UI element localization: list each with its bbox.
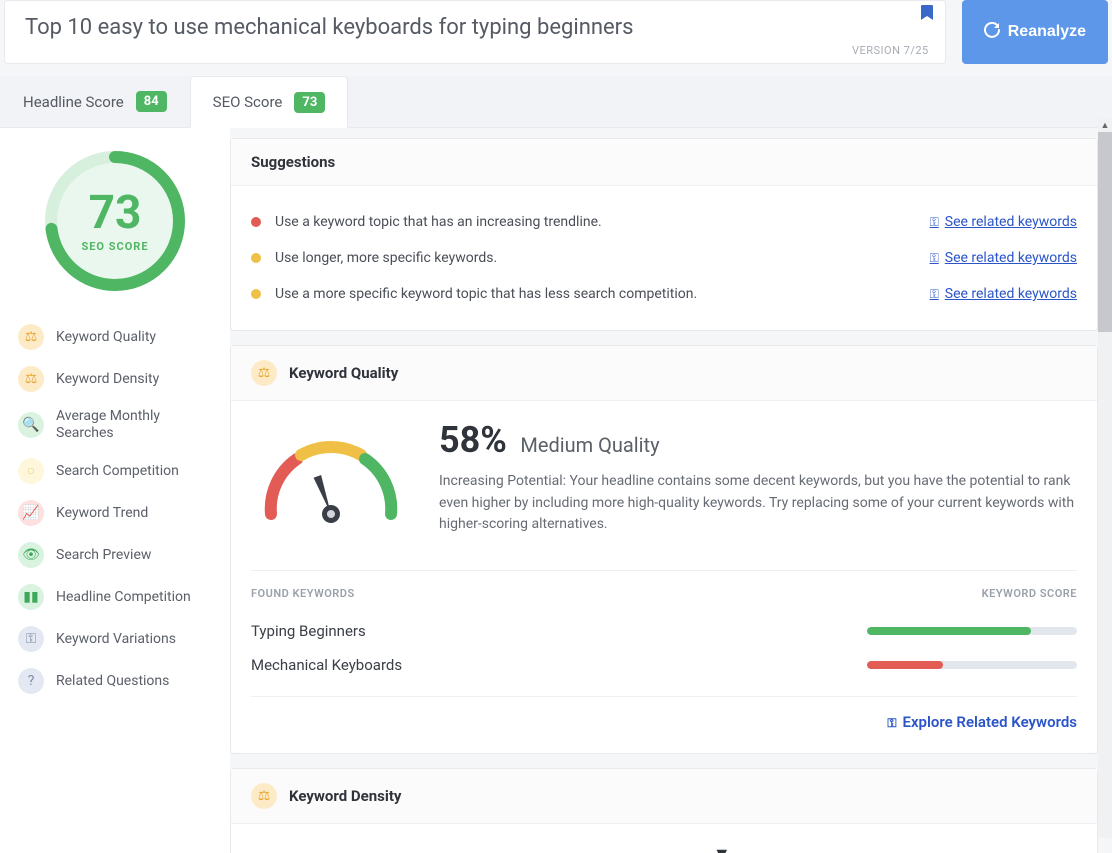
tab-label: SEO Score <box>213 93 283 111</box>
density-marker-icon: ▼ <box>713 844 731 853</box>
keyword-quality-title: Keyword Quality <box>289 364 398 382</box>
suggestion-row: Use a more specific keyword topic that h… <box>251 276 1077 312</box>
scrollbar[interactable]: ▲ <box>1098 118 1112 838</box>
sidebar-item-label: Average Monthly Searches <box>56 408 212 442</box>
keyword-quality-card: ⚖ Keyword Quality <box>230 345 1098 754</box>
keyword-row: Typing Beginners <box>251 614 1077 648</box>
tabs: Headline Score 84 SEO Score 73 <box>0 76 1112 128</box>
explore-keywords-link[interactable]: Explore Related Keywords <box>887 713 1077 731</box>
sidebar-item-icon: ○ <box>18 458 44 484</box>
quality-gauge <box>251 419 411 529</box>
sidebar-item[interactable]: ▮▮ Headline Competition <box>14 576 216 618</box>
sidebar-item-icon: ⚖ <box>18 366 44 392</box>
key-icon <box>887 713 896 731</box>
sidebar-item-label: Headline Competition <box>56 589 191 605</box>
keyword-row: Mechanical Keyboards <box>251 648 1077 682</box>
see-related-link[interactable]: See related keywords <box>930 286 1077 302</box>
keyword-name: Mechanical Keyboards <box>251 656 402 674</box>
see-related-link[interactable]: See related keywords <box>930 214 1077 230</box>
tab-label: Headline Score <box>23 93 124 111</box>
key-icon <box>930 214 939 230</box>
sidebar-item[interactable]: ⚖ Keyword Quality <box>14 316 216 358</box>
score-circle: 73 SEO SCORE <box>40 146 190 296</box>
balance-icon: ⚖ <box>251 783 277 809</box>
sidebar-item[interactable]: 🔍 Average Monthly Searches <box>14 400 216 450</box>
scroll-up-icon[interactable]: ▲ <box>1098 118 1112 132</box>
sidebar-item[interactable]: ? Related Questions <box>14 660 216 702</box>
sidebar-item-label: Related Questions <box>56 673 169 689</box>
status-dot-icon <box>251 289 261 299</box>
sidebar: 73 SEO SCORE ⚖ Keyword Quality ⚖ Keyword De… <box>0 128 230 853</box>
sidebar-item-icon: ⚖ <box>18 324 44 350</box>
link-label: See related keywords <box>945 286 1077 302</box>
keyword-score-label: KEYWORD SCORE <box>982 587 1077 600</box>
suggestions-title: Suggestions <box>251 153 335 171</box>
link-label: See related keywords <box>945 214 1077 230</box>
keyword-density-card: ⚖ Keyword Density 50% ▼ 0 100 <box>230 768 1098 853</box>
sidebar-item-icon: 👁 <box>18 542 44 568</box>
suggestion-text: Use a more specific keyword topic that h… <box>275 286 697 302</box>
scroll-thumb[interactable] <box>1098 132 1112 332</box>
header: Top 10 easy to use mechanical keyboards … <box>4 0 946 64</box>
sidebar-item-label: Keyword Trend <box>56 505 148 521</box>
sidebar-item[interactable]: ○ Search Competition <box>14 450 216 492</box>
quality-description: Increasing Potential: Your headline cont… <box>439 471 1077 536</box>
see-related-link[interactable]: See related keywords <box>930 250 1077 266</box>
suggestions-card: Suggestions Use a keyword topic that has… <box>230 138 1098 331</box>
found-keywords-label: FOUND KEYWORDS <box>251 587 355 600</box>
suggestion-text: Use a keyword topic that has an increasi… <box>275 214 602 230</box>
sidebar-item-label: Search Preview <box>56 547 151 563</box>
sidebar-item-icon: 🔍 <box>18 412 44 438</box>
tab-badge: 84 <box>136 91 167 112</box>
headline-text: Top 10 easy to use mechanical keyboards … <box>25 15 633 40</box>
keyword-score-bar <box>867 661 1077 669</box>
tab-headline-score[interactable]: Headline Score 84 <box>0 76 190 127</box>
score-value: 73 <box>89 190 142 236</box>
quality-percent: 58% <box>439 419 507 461</box>
tab-badge: 73 <box>294 92 325 113</box>
bookmark-icon[interactable] <box>921 5 933 25</box>
sidebar-item[interactable]: ⚖ Keyword Density <box>14 358 216 400</box>
key-icon <box>930 286 939 302</box>
gauge-icon: ⚖ <box>251 360 277 386</box>
suggestion-row: Use a keyword topic that has an increasi… <box>251 204 1077 240</box>
version-label: VERSION 7/25 <box>852 44 929 57</box>
key-icon <box>930 250 939 266</box>
sidebar-item-label: Keyword Variations <box>56 631 176 647</box>
status-dot-icon <box>251 253 261 263</box>
sidebar-item-label: Keyword Quality <box>56 329 156 345</box>
main-content[interactable]: Suggestions Use a keyword topic that has… <box>230 128 1112 853</box>
reanalyze-label: Reanalyze <box>1008 23 1086 41</box>
score-label: SEO SCORE <box>81 240 148 253</box>
quality-rating: Medium Quality <box>520 433 659 457</box>
sidebar-item[interactable]: 📈 Keyword Trend <box>14 492 216 534</box>
sidebar-item[interactable]: ⚿ Keyword Variations <box>14 618 216 660</box>
tab-seo-score[interactable]: SEO Score 73 <box>190 76 349 128</box>
suggestion-row: Use longer, more specific keywords. See r… <box>251 240 1077 276</box>
reanalyze-button[interactable]: Reanalyze <box>962 0 1108 64</box>
keyword-density-title: Keyword Density <box>289 787 401 805</box>
sidebar-item-label: Search Competition <box>56 463 179 479</box>
keyword-name: Typing Beginners <box>251 622 366 640</box>
sidebar-item-label: Keyword Density <box>56 371 159 387</box>
keyword-score-bar <box>867 627 1077 635</box>
status-dot-icon <box>251 217 261 227</box>
sidebar-item[interactable]: 👁 Search Preview <box>14 534 216 576</box>
density-percent: 50% <box>251 846 326 853</box>
sidebar-item-icon: 📈 <box>18 500 44 526</box>
link-label: See related keywords <box>945 250 1077 266</box>
sidebar-item-icon: ? <box>18 668 44 694</box>
refresh-icon <box>984 22 1000 43</box>
suggestion-text: Use longer, more specific keywords. <box>275 250 497 266</box>
sidebar-item-icon: ▮▮ <box>18 584 44 610</box>
sidebar-item-icon: ⚿ <box>18 626 44 652</box>
explore-label: Explore Related Keywords <box>903 713 1078 731</box>
